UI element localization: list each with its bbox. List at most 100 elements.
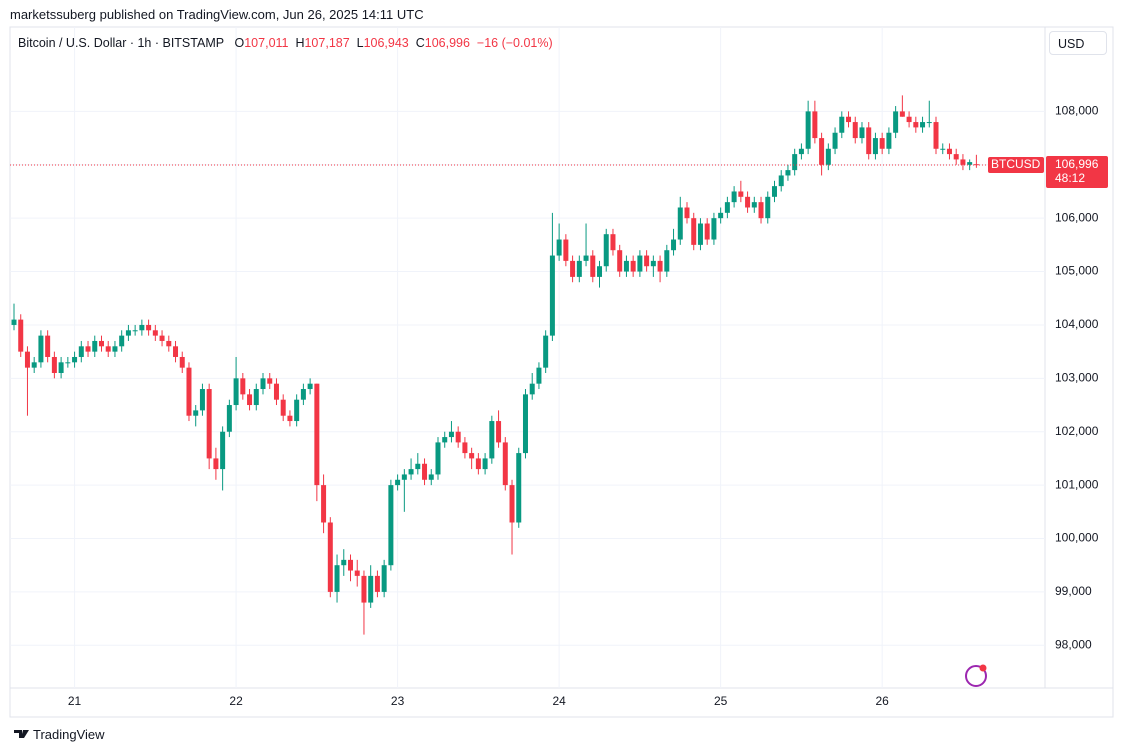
candle-body [731,191,737,203]
candle-body [825,148,831,165]
candle-body [233,378,239,406]
candle-body [442,437,448,443]
y-tick-label: 98,000 [1055,637,1092,651]
c-label: C [415,36,425,50]
candle-body [549,255,555,336]
candle-body [913,122,919,128]
candle-body [294,399,300,422]
h-value: 107,187 [304,36,350,50]
o-value: 107,011 [244,36,289,50]
y-tick-label: 101,000 [1055,477,1099,491]
candle-body [422,463,428,480]
currency-button[interactable]: USD [1049,31,1107,55]
candle-body [852,122,858,139]
candle-body [536,367,542,384]
candle-body [226,405,232,432]
y-tick-label: 99,000 [1055,584,1092,598]
candle-body [105,346,111,352]
candle-body [213,458,219,470]
candle-body [173,346,179,357]
candle-body [832,132,838,149]
candle-body [368,575,374,603]
candle-body [455,431,461,443]
candle-body [509,485,515,523]
candle-body [637,255,643,272]
candle-body [893,111,899,133]
candle-body [119,335,125,347]
candle-body [771,186,777,197]
candle-body [334,565,340,592]
candle-body [798,148,804,155]
candle-body [112,346,118,352]
candle-body [307,383,313,390]
candle-body [906,116,912,123]
price-tag-bg [1046,155,1108,188]
candle-body [132,330,138,332]
candle-body [38,335,44,363]
candle-body [253,389,259,406]
candle-body [644,255,650,267]
candle-body [489,421,495,459]
l-value: 106,943 [363,36,409,50]
candle-body [576,260,582,277]
h-label: H [295,36,305,50]
candle-body [388,485,394,566]
candle-body [146,324,152,331]
candle-body [65,362,71,364]
candle-body [724,202,730,213]
logo-icon [965,664,987,687]
candle-body [381,565,387,592]
x-tick-label: 24 [552,694,566,708]
candle-body [31,362,37,368]
candle-body [179,356,185,368]
candle-body [886,132,892,149]
y-tick-label: 100,000 [1055,531,1099,545]
candle-body [58,362,64,373]
candle-body [159,335,165,341]
candle-body [583,255,589,261]
candle-body [792,154,798,171]
candle-body [267,378,273,384]
candle-body [428,474,434,480]
x-tick-label: 22 [229,694,243,708]
candle-body [516,453,522,523]
candle-body [866,127,872,155]
candle-body [859,127,865,139]
candle-body [435,442,441,475]
candle-body [199,389,205,411]
candle-body [556,239,562,256]
candle-body [603,234,609,267]
l-label: L [356,36,364,50]
candle-body [51,356,57,373]
candle-body [408,469,414,475]
candle-body [819,138,825,165]
candle-body [785,170,791,176]
candle-body [751,202,757,208]
candle-body [677,207,683,240]
candle-body [684,207,690,219]
candle-body [718,212,724,219]
candle-body [469,453,475,459]
candle-body [933,122,939,149]
x-tick-label: 23 [391,694,405,708]
candle-body [85,346,91,352]
candle-body [206,389,212,459]
y-tick-label: 102,000 [1055,424,1099,438]
candle-body [522,394,528,454]
candle-body [946,148,952,155]
candle-body [374,575,380,592]
x-tick-label: 25 [714,694,728,708]
o-label: O [234,36,245,50]
candle-body [697,223,703,245]
y-tick-label: 106,000 [1055,210,1099,224]
candle-body [300,389,306,400]
candle-body [778,175,784,187]
candle-body [24,351,30,368]
candle-body [327,522,333,592]
candle-body [475,458,481,470]
candle-body [623,260,629,272]
candle-body [758,202,764,219]
candle-body [139,324,145,331]
